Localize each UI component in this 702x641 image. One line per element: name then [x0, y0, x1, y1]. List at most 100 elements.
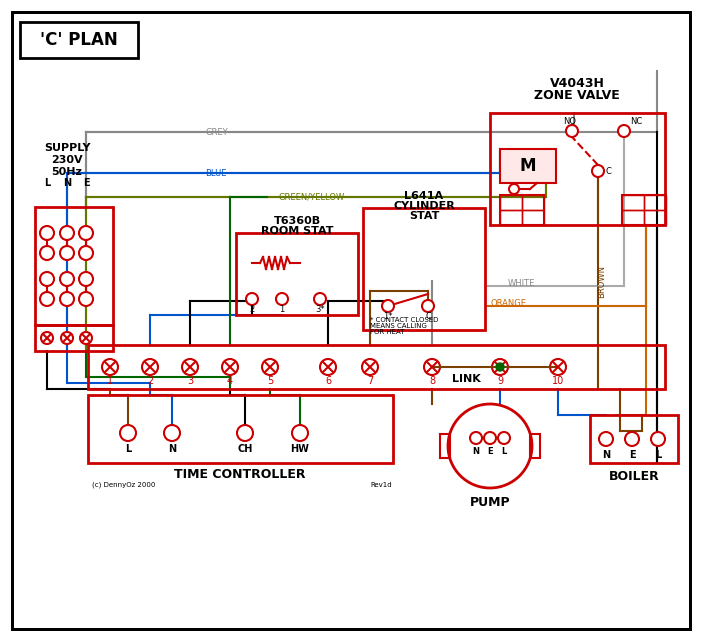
Text: STAT: STAT — [409, 211, 439, 221]
Circle shape — [60, 292, 74, 306]
Text: (c) DennyOz 2000: (c) DennyOz 2000 — [92, 482, 155, 488]
Circle shape — [470, 432, 482, 444]
Circle shape — [651, 432, 665, 446]
Circle shape — [237, 425, 253, 441]
Text: 50Hz: 50Hz — [51, 167, 82, 177]
Text: 3: 3 — [187, 376, 193, 386]
Circle shape — [40, 292, 54, 306]
Text: Rev1d: Rev1d — [371, 482, 392, 488]
Text: GREEN/YELLOW: GREEN/YELLOW — [278, 192, 344, 201]
Text: 2: 2 — [147, 376, 153, 386]
Circle shape — [60, 272, 74, 286]
Circle shape — [448, 404, 532, 488]
Circle shape — [60, 226, 74, 240]
Circle shape — [80, 332, 92, 344]
Circle shape — [484, 432, 496, 444]
Circle shape — [618, 125, 630, 137]
Circle shape — [79, 226, 93, 240]
Text: HW: HW — [291, 444, 310, 454]
Text: N: N — [63, 178, 71, 188]
Text: TIME CONTROLLER: TIME CONTROLLER — [174, 469, 306, 481]
Text: BLUE: BLUE — [205, 169, 227, 178]
Circle shape — [320, 359, 336, 375]
Text: C: C — [606, 167, 612, 176]
Circle shape — [550, 359, 566, 375]
Text: 4: 4 — [227, 376, 233, 386]
Circle shape — [61, 332, 73, 344]
Circle shape — [599, 432, 613, 446]
Text: 9: 9 — [497, 376, 503, 386]
Circle shape — [422, 300, 434, 312]
Text: 10: 10 — [552, 376, 564, 386]
Text: 5: 5 — [267, 376, 273, 386]
Text: ORANGE: ORANGE — [490, 299, 526, 308]
Text: PUMP: PUMP — [470, 495, 510, 508]
Circle shape — [492, 359, 508, 375]
Circle shape — [40, 226, 54, 240]
Text: L641A: L641A — [404, 191, 444, 201]
Text: L: L — [44, 178, 50, 188]
Text: 1: 1 — [107, 376, 113, 386]
Circle shape — [79, 292, 93, 306]
Circle shape — [164, 425, 180, 441]
Text: MEANS CALLING: MEANS CALLING — [370, 323, 427, 329]
Text: ZONE VALVE: ZONE VALVE — [534, 88, 620, 101]
FancyBboxPatch shape — [12, 12, 690, 629]
Circle shape — [362, 359, 378, 375]
Circle shape — [566, 125, 578, 137]
Text: L: L — [125, 444, 131, 454]
Text: * CONTACT CLOSED: * CONTACT CLOSED — [370, 317, 438, 323]
Text: C: C — [425, 312, 431, 320]
Text: ROOM STAT: ROOM STAT — [260, 226, 333, 236]
Text: NC: NC — [630, 117, 642, 126]
Circle shape — [509, 184, 519, 194]
Text: 6: 6 — [325, 376, 331, 386]
Circle shape — [79, 272, 93, 286]
Text: N: N — [472, 447, 479, 456]
Text: CH: CH — [237, 444, 253, 454]
Circle shape — [498, 432, 510, 444]
Text: E: E — [83, 178, 89, 188]
Text: 3*: 3* — [315, 304, 325, 313]
Circle shape — [246, 293, 258, 305]
Circle shape — [262, 359, 278, 375]
Text: 'C' PLAN: 'C' PLAN — [40, 31, 118, 49]
Text: WHITE: WHITE — [508, 278, 536, 288]
Circle shape — [592, 165, 604, 177]
Circle shape — [496, 363, 504, 371]
FancyBboxPatch shape — [500, 149, 556, 183]
Circle shape — [314, 293, 326, 305]
Text: BOILER: BOILER — [609, 470, 659, 483]
Circle shape — [625, 432, 639, 446]
Text: E: E — [629, 450, 635, 460]
Text: 230V: 230V — [51, 155, 83, 165]
Circle shape — [40, 272, 54, 286]
Circle shape — [40, 246, 54, 260]
Circle shape — [292, 425, 308, 441]
Text: BROWN: BROWN — [597, 265, 607, 297]
Text: LINK: LINK — [451, 374, 480, 384]
Text: 2: 2 — [249, 304, 255, 313]
Text: L: L — [501, 447, 507, 456]
Circle shape — [182, 359, 198, 375]
Circle shape — [79, 246, 93, 260]
Circle shape — [41, 332, 53, 344]
Text: M: M — [519, 157, 536, 175]
Circle shape — [276, 293, 288, 305]
Text: CYLINDER: CYLINDER — [393, 201, 455, 211]
Text: FOR HEAT: FOR HEAT — [370, 329, 404, 335]
Text: 8: 8 — [429, 376, 435, 386]
Text: 7: 7 — [367, 376, 373, 386]
Circle shape — [60, 246, 74, 260]
Text: GREY: GREY — [205, 128, 227, 137]
Text: 1*: 1* — [383, 312, 392, 320]
Circle shape — [382, 300, 394, 312]
Text: NO: NO — [564, 117, 576, 126]
Text: T6360B: T6360B — [274, 216, 321, 226]
Text: V4043H: V4043H — [550, 76, 604, 90]
Text: N: N — [168, 444, 176, 454]
Circle shape — [424, 359, 440, 375]
Circle shape — [120, 425, 136, 441]
Text: SUPPLY: SUPPLY — [44, 143, 91, 153]
Text: L: L — [655, 450, 661, 460]
